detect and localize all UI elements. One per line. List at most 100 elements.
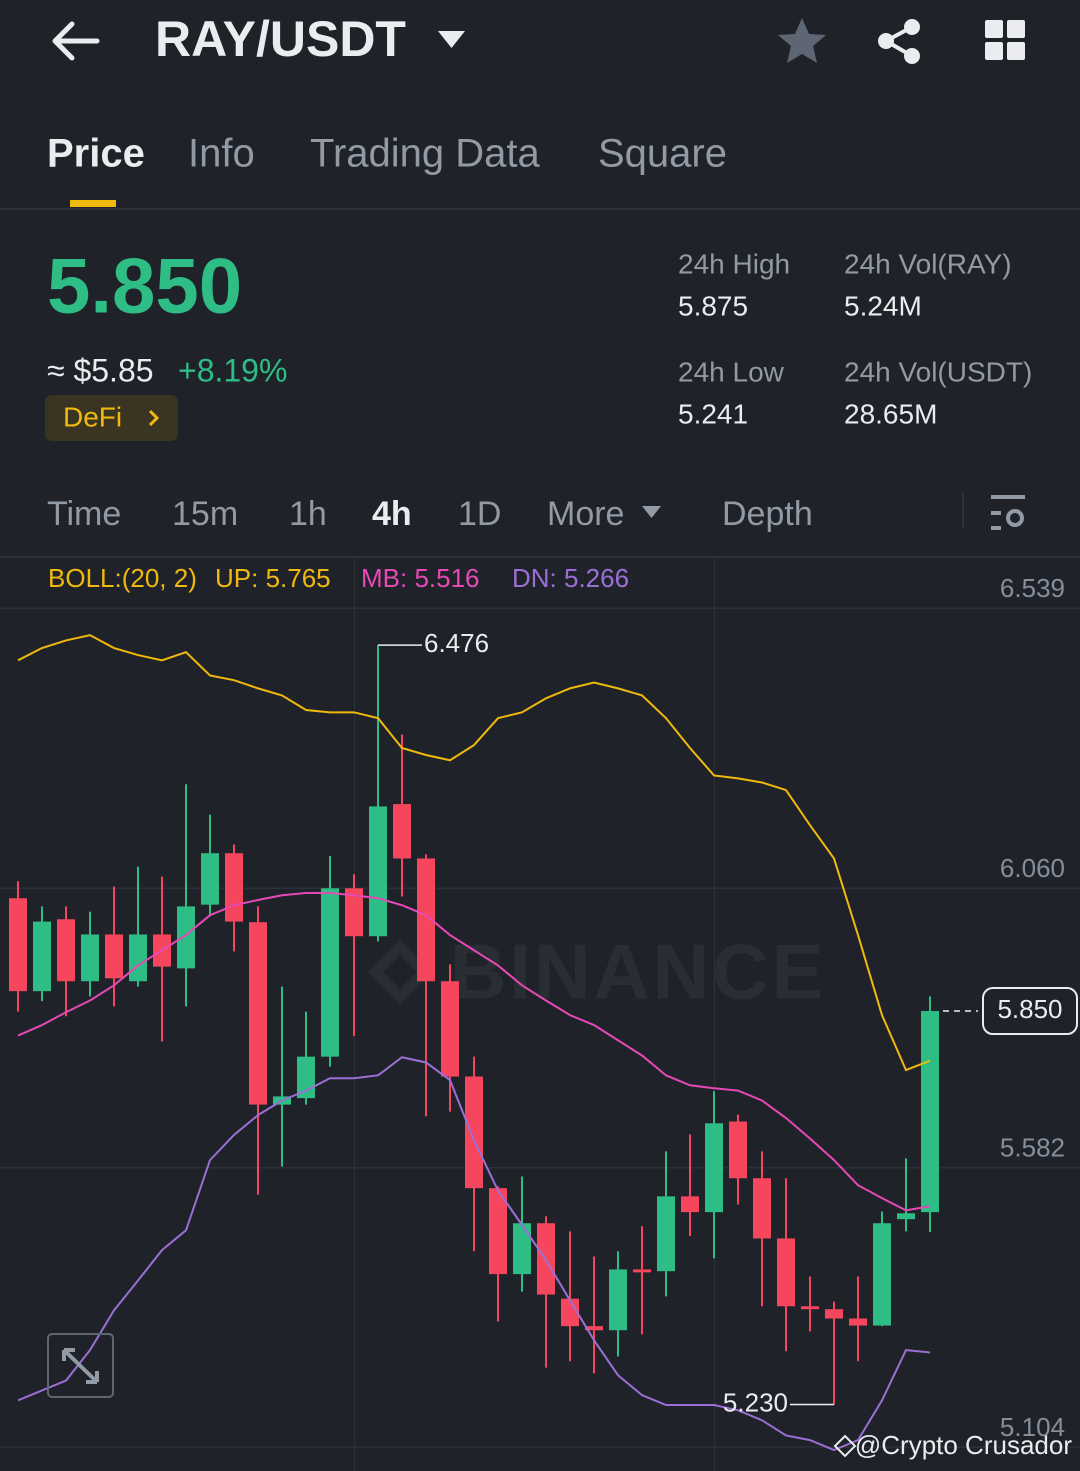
candle-body [465,1076,483,1189]
candle-body [777,1238,795,1307]
interval-option[interactable]: 15m [172,495,238,533]
tab[interactable]: Price [47,132,145,176]
candle-body [9,898,27,992]
chart: BINANCE 6.476 5.230 [0,558,1080,1471]
last-price-label: 5.850 [997,994,1062,1024]
expand-button[interactable] [47,1333,114,1398]
candle-body [249,922,267,1105]
interval-option[interactable]: Time [47,495,121,533]
candle-body [417,858,435,982]
y-tick-label: 5.582 [1000,1133,1065,1163]
boll-line [17,891,931,1212]
stat-value: 5.875 [678,290,748,321]
candle-body [921,1011,939,1213]
stat-value: 28.65M [844,398,937,429]
candle-body [825,1309,843,1319]
legend-entry: UP: 5.765 [215,563,331,593]
watermark-logo [368,940,432,1004]
tab[interactable]: Square [598,132,727,176]
back-button[interactable] [52,21,100,61]
candle-body [609,1269,627,1331]
tag-label: DeFi [63,401,122,432]
pair-title[interactable]: RAY/USDT [155,11,406,67]
tag-badge[interactable]: DeFi [45,395,178,441]
legend-entry: DN: 5.266 [512,563,629,593]
settings-lines [991,495,1025,530]
tab-bar: Price Info Trading Data Square [47,132,727,176]
stat-value: 5.24M [844,290,922,321]
candle-body [201,853,219,905]
candle-body [369,806,387,937]
y-tick-label: 5.104 [1000,1412,1065,1442]
back-icon [52,21,100,61]
candle-body [513,1223,531,1275]
min-label: 5.230 [723,1387,788,1417]
candle-body [489,1188,507,1275]
candle-body [177,906,195,969]
tab[interactable]: Trading Data [310,132,541,176]
interval-bar: Time 15m 1h 4h 1D More Depth [47,495,813,533]
candle-body [873,1223,891,1326]
candle-body [729,1121,747,1179]
chart-settings-icon[interactable] [991,495,1025,530]
candle-body [561,1298,579,1327]
stat-label: 24h High [678,248,790,279]
boll-line [17,634,931,1072]
candle-body [321,888,339,1057]
candle-body [105,934,123,979]
stat-label: 24h Vol(USDT) [844,356,1032,387]
candle-body [801,1306,819,1310]
price-change: +8.19% [178,352,287,388]
interval-option[interactable]: 1h [289,495,327,533]
grid-menu-icon[interactable] [985,20,1025,60]
share-line [881,25,913,58]
candle-body [849,1318,867,1326]
indicator-label: BOLL:(20, 2) [48,563,197,593]
expand-icon [62,1348,99,1384]
interval-option[interactable]: Depth [722,495,813,533]
watermark: BINANCE [368,928,826,1016]
candle-body [33,921,51,992]
share-icon[interactable] [878,19,920,64]
y-tick-label: 6.060 [1000,853,1065,883]
favorite-icon[interactable] [778,18,826,63]
candle-body [81,934,99,982]
grid-cell [985,42,1003,60]
active-tab-indicator [70,200,116,207]
separator [962,493,964,529]
divider [0,208,1080,210]
more-dropdown[interactable] [642,506,661,518]
candle-body [705,1123,723,1213]
candle-body [753,1178,771,1239]
watermark-text: BINANCE [450,928,826,1016]
credit-icon [833,1434,857,1458]
candle-body [345,888,363,937]
candle-body [657,1196,675,1272]
grid-cell [1007,20,1025,38]
v-grid [714,558,715,1471]
candle-body [681,1196,699,1213]
last-price-box [982,987,1078,1036]
settings-gear [1006,509,1024,527]
boll-line [17,1056,931,1452]
grid-cell [1007,42,1025,60]
stat-value: 5.241 [678,398,748,429]
legend-entry: MB: 5.516 [361,563,480,593]
max-label: 6.476 [424,628,489,658]
candle-body [585,1326,603,1331]
candle-body [297,1056,315,1099]
candle-body [57,919,75,982]
stat-label: 24h Vol(RAY) [844,248,1012,279]
grid-cell [985,20,1003,38]
tag-background [45,395,178,441]
tab[interactable]: Info [188,132,255,176]
interval-option[interactable]: More [547,495,624,533]
interval-option[interactable]: 1D [458,495,501,533]
interval-option[interactable]: 4h [372,495,412,533]
last-price: 5.850 [47,242,242,330]
credit: @Crypto Crusador [855,1430,1072,1460]
pair-dropdown[interactable] [438,31,465,48]
candle-body [633,1269,651,1273]
candle-body [441,981,459,1077]
